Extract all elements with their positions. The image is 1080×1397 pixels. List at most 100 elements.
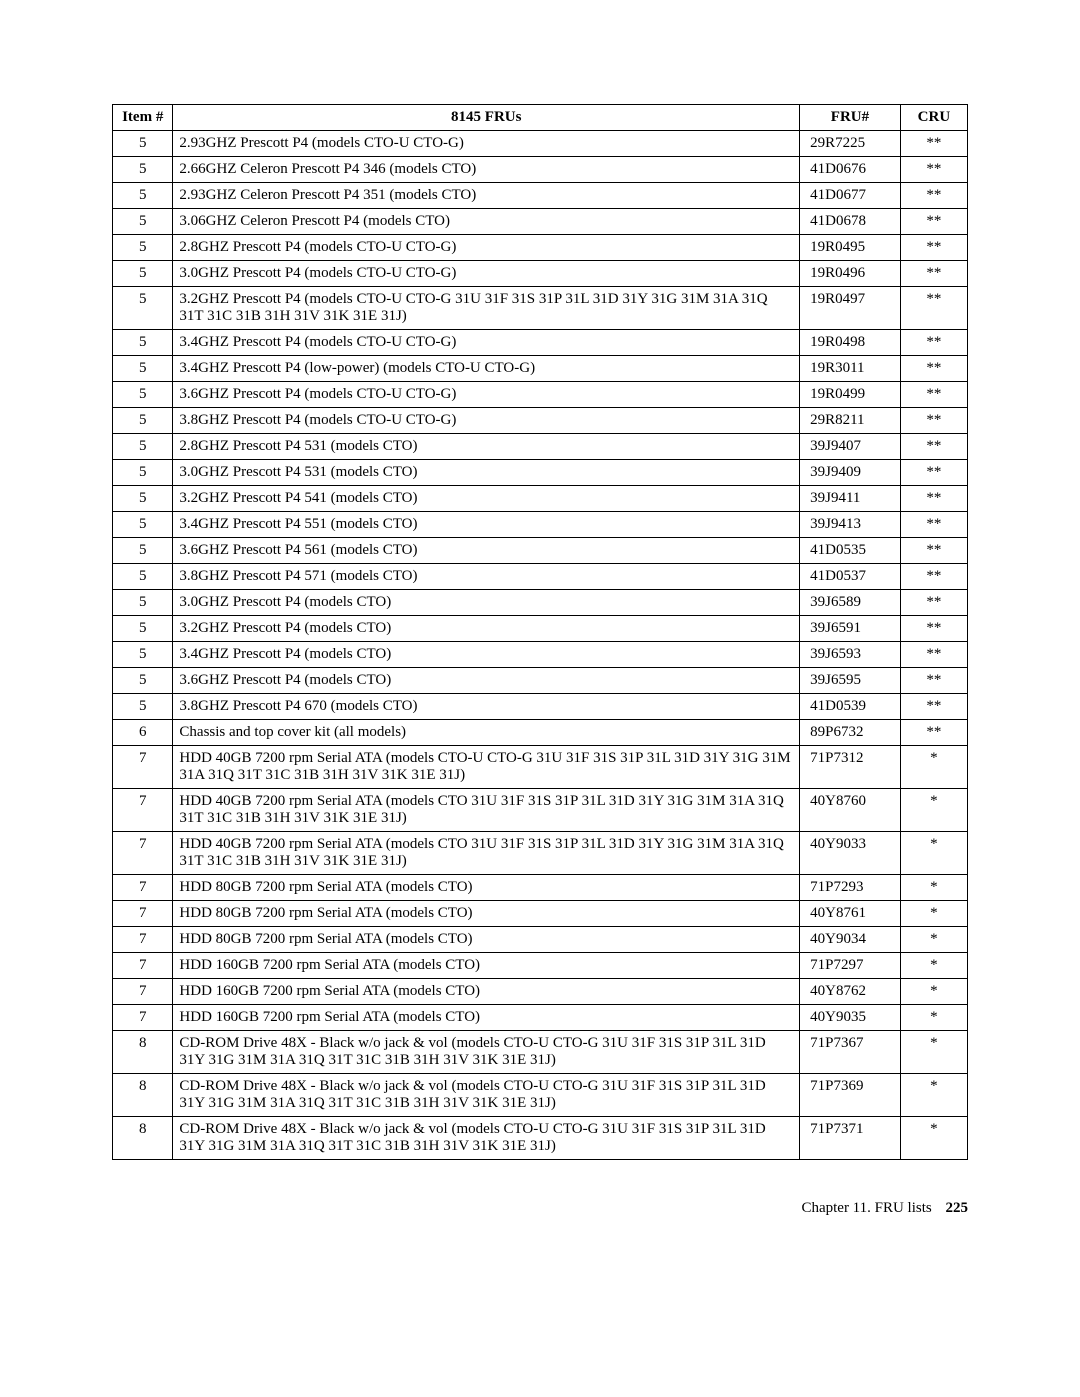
- cell-cru: **: [900, 694, 967, 720]
- cell-fru: 39J9413: [800, 512, 901, 538]
- table-row: 7HDD 160GB 7200 rpm Serial ATA (models C…: [113, 953, 968, 979]
- cell-cru: *: [900, 746, 967, 789]
- cell-fru: 41D0535: [800, 538, 901, 564]
- cell-cru: **: [900, 157, 967, 183]
- cell-fru: 39J6595: [800, 668, 901, 694]
- cell-cru: **: [900, 668, 967, 694]
- cell-cru: *: [900, 789, 967, 832]
- cell-desc: CD-ROM Drive 48X - Black w/o jack & vol …: [173, 1074, 800, 1117]
- cell-fru: 39J9409: [800, 460, 901, 486]
- header-item: Item #: [113, 105, 173, 131]
- cell-item: 5: [113, 235, 173, 261]
- cell-cru: **: [900, 434, 967, 460]
- cell-item: 5: [113, 408, 173, 434]
- cell-desc: CD-ROM Drive 48X - Black w/o jack & vol …: [173, 1031, 800, 1074]
- cell-fru: 41D0539: [800, 694, 901, 720]
- cell-cru: **: [900, 460, 967, 486]
- table-row: 53.4GHZ Prescott P4 (low-power) (models …: [113, 356, 968, 382]
- table-row: 53.8GHZ Prescott P4 571 (models CTO)41D0…: [113, 564, 968, 590]
- cell-fru: 41D0537: [800, 564, 901, 590]
- cell-cru: **: [900, 720, 967, 746]
- cell-fru: 40Y9035: [800, 1005, 901, 1031]
- cell-cru: **: [900, 209, 967, 235]
- cell-desc: 3.4GHZ Prescott P4 551 (models CTO): [173, 512, 800, 538]
- fru-table: Item # 8145 FRUs FRU# CRU 52.93GHZ Presc…: [112, 104, 968, 1160]
- cell-cru: **: [900, 590, 967, 616]
- cell-fru: 19R0497: [800, 287, 901, 330]
- cell-item: 5: [113, 261, 173, 287]
- cell-desc: 3.0GHZ Prescott P4 (models CTO-U CTO-G): [173, 261, 800, 287]
- cell-cru: *: [900, 1005, 967, 1031]
- cell-fru: 41D0676: [800, 157, 901, 183]
- cell-fru: 89P6732: [800, 720, 901, 746]
- cell-cru: **: [900, 356, 967, 382]
- cell-fru: 29R8211: [800, 408, 901, 434]
- cell-desc: 3.4GHZ Prescott P4 (models CTO-U CTO-G): [173, 330, 800, 356]
- cell-cru: *: [900, 927, 967, 953]
- cell-desc: 3.8GHZ Prescott P4 670 (models CTO): [173, 694, 800, 720]
- table-row: 53.6GHZ Prescott P4 561 (models CTO)41D0…: [113, 538, 968, 564]
- table-row: 7HDD 40GB 7200 rpm Serial ATA (models CT…: [113, 832, 968, 875]
- cell-desc: HDD 80GB 7200 rpm Serial ATA (models CTO…: [173, 875, 800, 901]
- cell-item: 5: [113, 590, 173, 616]
- cell-desc: HDD 40GB 7200 rpm Serial ATA (models CTO…: [173, 832, 800, 875]
- cell-cru: **: [900, 616, 967, 642]
- table-row: 52.93GHZ Prescott P4 (models CTO-U CTO-G…: [113, 131, 968, 157]
- cell-cru: **: [900, 538, 967, 564]
- table-row: 53.2GHZ Prescott P4 (models CTO-U CTO-G …: [113, 287, 968, 330]
- cell-item: 5: [113, 356, 173, 382]
- cell-item: 5: [113, 512, 173, 538]
- cell-fru: 19R0499: [800, 382, 901, 408]
- cell-fru: 40Y8760: [800, 789, 901, 832]
- cell-desc: 3.6GHZ Prescott P4 (models CTO): [173, 668, 800, 694]
- cell-desc: HDD 160GB 7200 rpm Serial ATA (models CT…: [173, 953, 800, 979]
- cell-fru: 71P7371: [800, 1117, 901, 1160]
- cell-desc: CD-ROM Drive 48X - Black w/o jack & vol …: [173, 1117, 800, 1160]
- cell-cru: *: [900, 1074, 967, 1117]
- table-row: 8CD-ROM Drive 48X - Black w/o jack & vol…: [113, 1117, 968, 1160]
- cell-item: 5: [113, 538, 173, 564]
- cell-desc: 3.2GHZ Prescott P4 (models CTO-U CTO-G 3…: [173, 287, 800, 330]
- cell-cru: *: [900, 1031, 967, 1074]
- cell-cru: **: [900, 183, 967, 209]
- cell-desc: 3.0GHZ Prescott P4 (models CTO): [173, 590, 800, 616]
- cell-desc: 2.93GHZ Prescott P4 (models CTO-U CTO-G): [173, 131, 800, 157]
- cell-item: 5: [113, 209, 173, 235]
- footer-chapter: Chapter 11. FRU lists: [801, 1200, 931, 1216]
- cell-item: 8: [113, 1031, 173, 1074]
- cell-desc: 3.0GHZ Prescott P4 531 (models CTO): [173, 460, 800, 486]
- cell-item: 5: [113, 131, 173, 157]
- cell-desc: 2.8GHZ Prescott P4 (models CTO-U CTO-G): [173, 235, 800, 261]
- cell-fru: 39J9407: [800, 434, 901, 460]
- cell-cru: **: [900, 564, 967, 590]
- cell-fru: 40Y8761: [800, 901, 901, 927]
- cell-fru: 19R0498: [800, 330, 901, 356]
- cell-fru: 40Y8762: [800, 979, 901, 1005]
- cell-cru: **: [900, 287, 967, 330]
- cell-cru: *: [900, 875, 967, 901]
- cell-cru: **: [900, 382, 967, 408]
- cell-item: 7: [113, 979, 173, 1005]
- header-fru: FRU#: [800, 105, 901, 131]
- cell-fru: 40Y9034: [800, 927, 901, 953]
- table-row: 52.8GHZ Prescott P4 (models CTO-U CTO-G)…: [113, 235, 968, 261]
- cell-fru: 19R0496: [800, 261, 901, 287]
- cell-item: 5: [113, 434, 173, 460]
- cell-desc: HDD 40GB 7200 rpm Serial ATA (models CTO…: [173, 789, 800, 832]
- footer-page: 225: [946, 1200, 969, 1216]
- table-row: 7HDD 80GB 7200 rpm Serial ATA (models CT…: [113, 901, 968, 927]
- table-row: 53.6GHZ Prescott P4 (models CTO)39J6595*…: [113, 668, 968, 694]
- cell-desc: HDD 160GB 7200 rpm Serial ATA (models CT…: [173, 979, 800, 1005]
- cell-item: 5: [113, 642, 173, 668]
- table-row: 53.0GHZ Prescott P4 531 (models CTO)39J9…: [113, 460, 968, 486]
- cell-cru: **: [900, 330, 967, 356]
- cell-fru: 39J6593: [800, 642, 901, 668]
- cell-cru: **: [900, 642, 967, 668]
- cell-fru: 40Y9033: [800, 832, 901, 875]
- cell-cru: *: [900, 979, 967, 1005]
- cell-fru: 71P7293: [800, 875, 901, 901]
- cell-item: 5: [113, 157, 173, 183]
- cell-item: 7: [113, 789, 173, 832]
- table-row: 53.06GHZ Celeron Prescott P4 (models CTO…: [113, 209, 968, 235]
- table-row: 52.66GHZ Celeron Prescott P4 346 (models…: [113, 157, 968, 183]
